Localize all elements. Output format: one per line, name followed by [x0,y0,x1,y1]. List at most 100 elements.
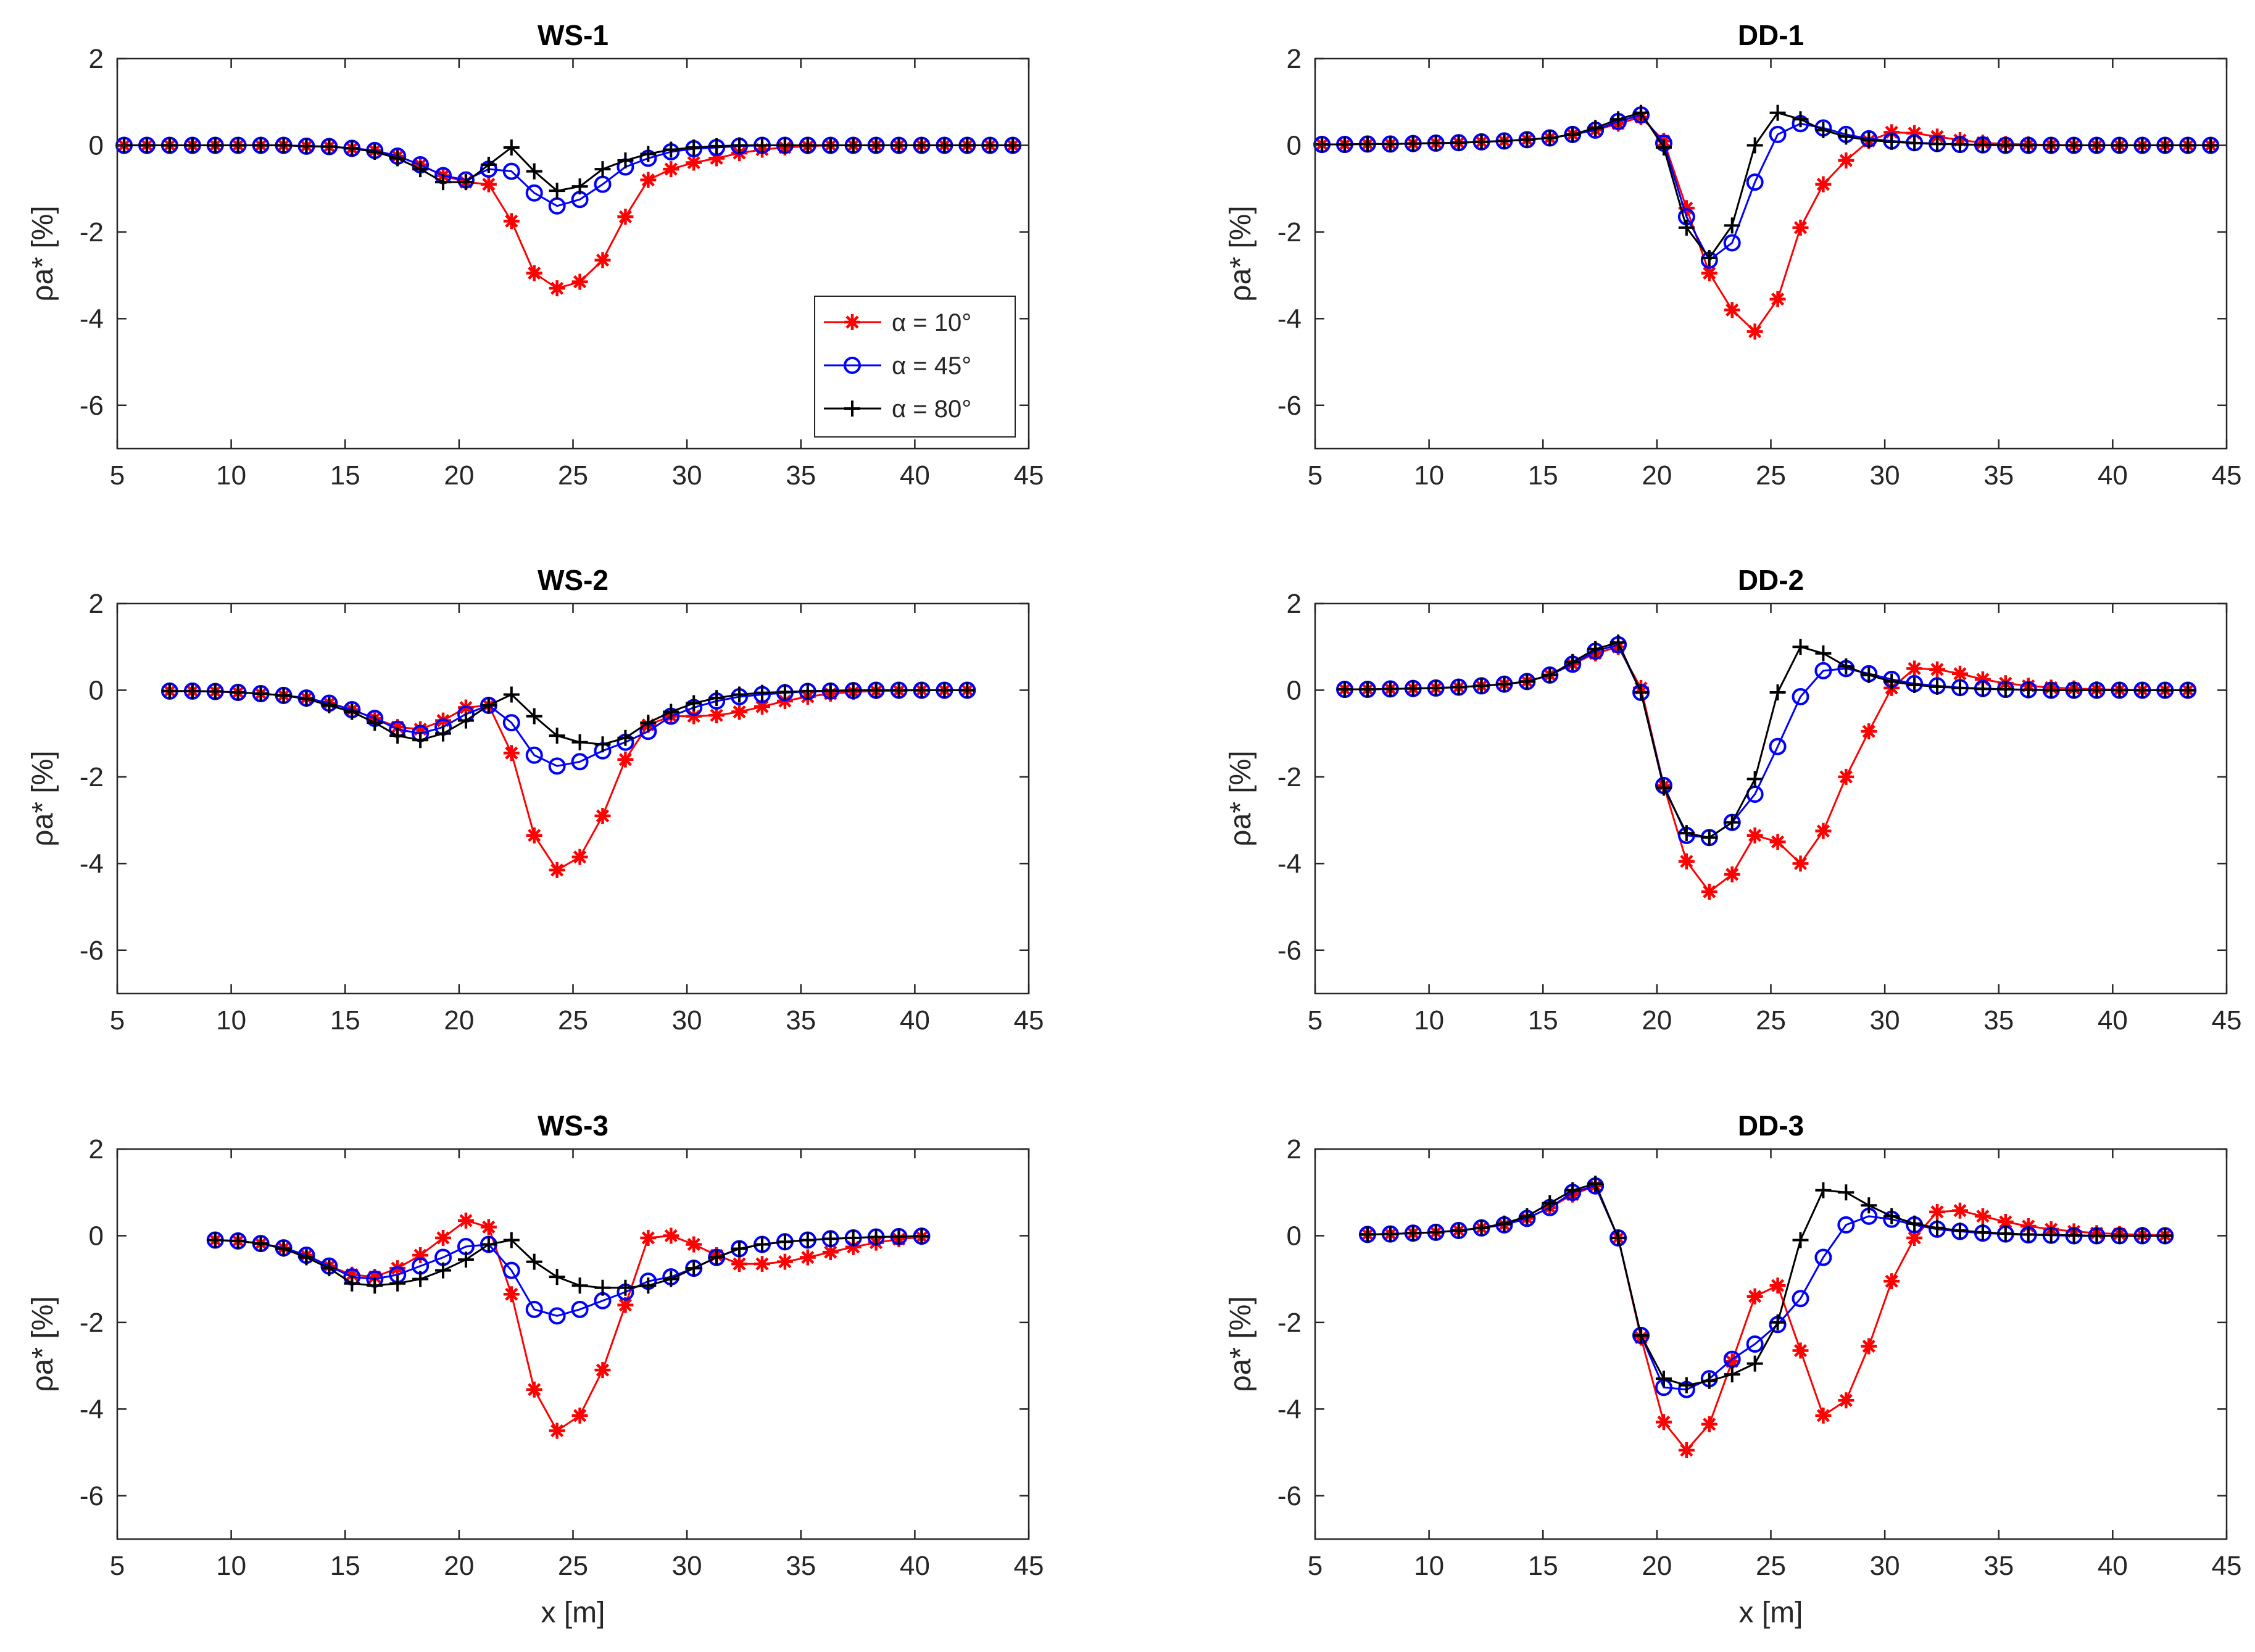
data-point [1701,883,1717,900]
data-point [1974,1224,1991,1240]
data-point [1427,1224,1444,1240]
data-point [640,715,657,731]
data-point [2066,682,2082,699]
x-tick-label: 25 [1756,1551,1786,1581]
data-point [1678,825,1695,842]
data-point [571,178,588,195]
data-point [1314,136,1331,153]
data-point [1929,1219,1946,1236]
data-point [822,683,839,699]
x-tick-label: 20 [1642,1551,1672,1581]
data-point [525,1300,543,1318]
data-point [548,757,566,775]
data-point [503,1286,520,1303]
data-point [549,1422,565,1439]
data-point [1519,673,1535,690]
x-axis-label: x [m] [1739,1596,1803,1629]
data-point [1655,1371,1672,1387]
data-point [2043,682,2059,699]
data-point [435,1229,452,1246]
data-point [1974,136,1991,153]
data-point [1838,1392,1854,1409]
data-point [2043,1227,2059,1243]
data-point [1450,679,1467,695]
data-point [1587,120,1604,136]
data-point [1769,104,1786,121]
data-point [1861,1338,1877,1355]
data-point [1701,250,1717,267]
data-point [594,1279,611,1296]
x-tick-label: 40 [2098,460,2128,491]
data-point [1005,137,1021,154]
data-point [1951,665,1968,682]
y-tick-label: 2 [89,1134,104,1164]
data-point [457,174,474,191]
data-point [776,137,793,154]
data-point [1929,1203,1946,1220]
data-point [708,138,725,154]
x-tick-label: 20 [1642,1005,1672,1036]
legend-entry: α = 80° [824,396,971,423]
data-point [1792,1342,1809,1359]
data-point [525,184,543,202]
data-point [1815,1182,1832,1198]
data-point [549,183,565,199]
data-point [526,827,542,844]
data-point [2111,682,2128,699]
data-point [2111,137,2128,154]
data-point [457,1251,474,1268]
data-point [868,1229,884,1245]
data-point [1678,1442,1695,1459]
data-point [344,704,360,720]
data-point [412,732,429,749]
x-tick-label: 30 [672,1005,702,1036]
y-tick-label: 0 [89,1221,104,1251]
data-point [754,699,770,715]
series-alpha-80 [1337,634,2196,846]
data-point [731,137,748,154]
data-point [1473,133,1490,150]
x-tick-label: 35 [1983,460,2014,491]
data-point [1359,1226,1376,1243]
x-tick-label: 20 [1642,460,1672,491]
x-tick-label: 15 [1528,1005,1558,1036]
data-point [1337,681,1353,698]
chart-title: WS-1 [538,19,608,51]
data-point [617,1297,634,1313]
data-point [822,1244,839,1261]
data-point [1633,1327,1650,1343]
data-point [1427,679,1444,696]
data-point [1610,634,1627,651]
data-point [1929,136,1946,152]
x-tick-label: 10 [216,1005,246,1036]
y-tick-label: -2 [1277,217,1302,247]
data-point [2020,1226,2037,1243]
data-point [1792,855,1809,872]
data-point [367,143,383,160]
x-tick-label: 35 [786,1005,816,1036]
data-point [1519,1208,1535,1224]
data-point [1678,1377,1695,1393]
data-point [822,137,839,154]
data-point [617,1279,634,1296]
chart-title: DD-1 [1738,19,1804,51]
data-point [1746,137,1763,154]
data-point [663,141,679,158]
data-point [549,861,565,878]
data-point [1838,768,1854,785]
data-point [731,686,748,703]
data-point [2111,1227,2128,1244]
data-point [1974,681,1991,697]
data-point [1405,1225,1421,1242]
data-point [1792,219,1809,236]
legend-label: α = 80° [892,396,971,423]
y-tick-label: -4 [1277,304,1302,334]
data-point [1724,866,1740,882]
data-point [2134,682,2151,699]
x-tick-label: 5 [1308,1551,1323,1581]
plot-area [1315,1149,2227,1539]
